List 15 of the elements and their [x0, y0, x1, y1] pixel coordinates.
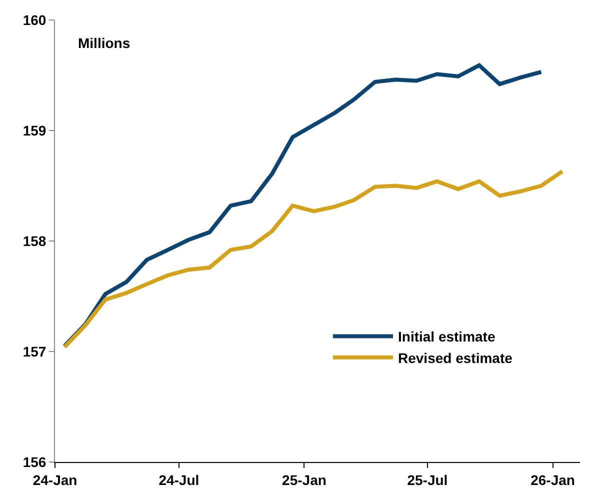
x-tick-label: 24-Jan	[32, 472, 78, 488]
legend-label: Initial estimate	[398, 328, 496, 345]
legend-label: Revised estimate	[398, 350, 513, 366]
y-axis-title: Millions	[78, 35, 130, 51]
x-tick-label: 25-Jul	[407, 472, 448, 488]
y-tick-label: 160	[22, 12, 46, 28]
line-series	[62, 63, 544, 348]
x-tick-label: 26-Jan	[530, 472, 575, 488]
x-tick-label: 25-Jan	[282, 472, 326, 488]
y-tick-label: 156	[22, 454, 46, 470]
x-tick-label: 24-Jul	[158, 472, 200, 488]
y-tick-label: 159	[22, 122, 46, 138]
y-tick-label: 157	[22, 343, 46, 360]
y-tick-label: 158	[22, 232, 46, 249]
line-series	[62, 169, 564, 350]
